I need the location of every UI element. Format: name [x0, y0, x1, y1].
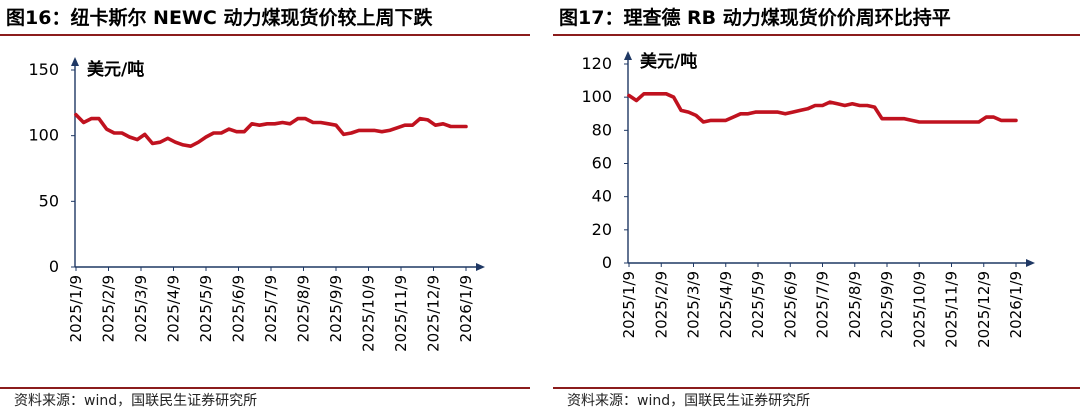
x-tick-label: 2025/7/9: [262, 275, 280, 342]
x-tick-label: 2025/1/9: [620, 271, 638, 338]
x-tick-label: 2025/6/9: [230, 275, 248, 342]
x-tick-label: 2025/1/9: [67, 275, 85, 342]
x-tick-label: 2025/6/9: [781, 271, 799, 338]
x-tick-label: 2025/8/9: [846, 271, 864, 338]
x-tick-label: 2025/3/9: [685, 271, 703, 338]
title-divider: [553, 34, 1080, 36]
source-divider: [553, 387, 1080, 389]
y-tick-label: 60: [592, 154, 612, 173]
chart-plot-rb: 美元/吨 0 20 40 60 80 100 120 2025/1/9 2025/2/9 2025/…: [581, 51, 1035, 348]
x-tick-label: 2025/2/9: [652, 271, 670, 338]
series-line: [627, 91, 1018, 124]
chart-panel-newc: 图16：纽卡斯尔 NEWC 动力煤现货价较上周下跌 美元/吨 0 50 100 150 2…: [0, 0, 530, 416]
source-note: 资料来源：wind，国联民生证券研究所: [567, 393, 811, 409]
y-axis-arrow: [71, 57, 79, 66]
x-tick-label: 2025/11/9: [943, 271, 961, 348]
x-tick-label: 2025/4/9: [165, 275, 183, 342]
x-tick-label: 2025/12/9: [975, 271, 993, 348]
x-tick-label: 2025/4/9: [717, 271, 735, 338]
x-tick-label: 2025/5/9: [749, 271, 767, 338]
y-unit-label: 美元/吨: [87, 59, 144, 80]
x-tick-label: 2025/10/9: [360, 275, 378, 352]
y-tick-label: 40: [592, 187, 612, 206]
x-tick-label: 2025/5/9: [197, 275, 215, 342]
y-tick-label: 120: [581, 54, 612, 73]
y-tick-label: 0: [602, 253, 612, 272]
x-tick-label: 2025/11/9: [392, 275, 410, 352]
x-tick-label: 2026/1/9: [1007, 271, 1025, 338]
y-tick-label: 100: [28, 126, 59, 145]
y-tick-label: 150: [28, 60, 59, 79]
chart-plot-newc: 美元/吨 0 50 100 150 2025/1/9 2025/2/9 2025/3/9 202…: [28, 57, 485, 352]
x-tick-label: 2025/9/9: [327, 275, 345, 342]
x-tick-label: 2025/9/9: [878, 271, 896, 338]
x-axis-arrow: [1026, 259, 1035, 267]
x-tick-label: 2025/3/9: [132, 275, 150, 342]
source-divider: [0, 387, 530, 389]
y-tick-label: 20: [592, 220, 612, 239]
y-tick-label: 80: [592, 120, 612, 139]
y-tick-label: 0: [49, 257, 59, 276]
x-tick-label: 2025/10/9: [910, 271, 928, 348]
chart-title: 图16：纽卡斯尔 NEWC 动力煤现货价较上周下跌: [6, 7, 433, 29]
chart-panel-rb: 图17：理查德 RB 动力煤现货价价周环比持平 美元/吨 0 20 40 60 80 100…: [553, 0, 1080, 416]
chart-title: 图17：理查德 RB 动力煤现货价价周环比持平: [559, 7, 951, 29]
y-unit-label: 美元/吨: [640, 51, 697, 72]
series-line: [74, 112, 468, 148]
x-tick-label: 2025/7/9: [814, 271, 832, 338]
x-axis-arrow: [476, 263, 485, 271]
x-tick-label: 2025/12/9: [425, 275, 443, 352]
title-divider: [0, 34, 530, 36]
y-axis-arrow: [624, 51, 632, 60]
y-tick-label: 100: [581, 87, 612, 106]
y-tick-label: 50: [39, 191, 59, 210]
x-tick-label: 2025/2/9: [100, 275, 118, 342]
x-tick-label: 2025/8/9: [295, 275, 313, 342]
source-note: 资料来源：wind，国联民生证券研究所: [14, 393, 258, 409]
x-tick-label: 2026/1/9: [457, 275, 475, 342]
